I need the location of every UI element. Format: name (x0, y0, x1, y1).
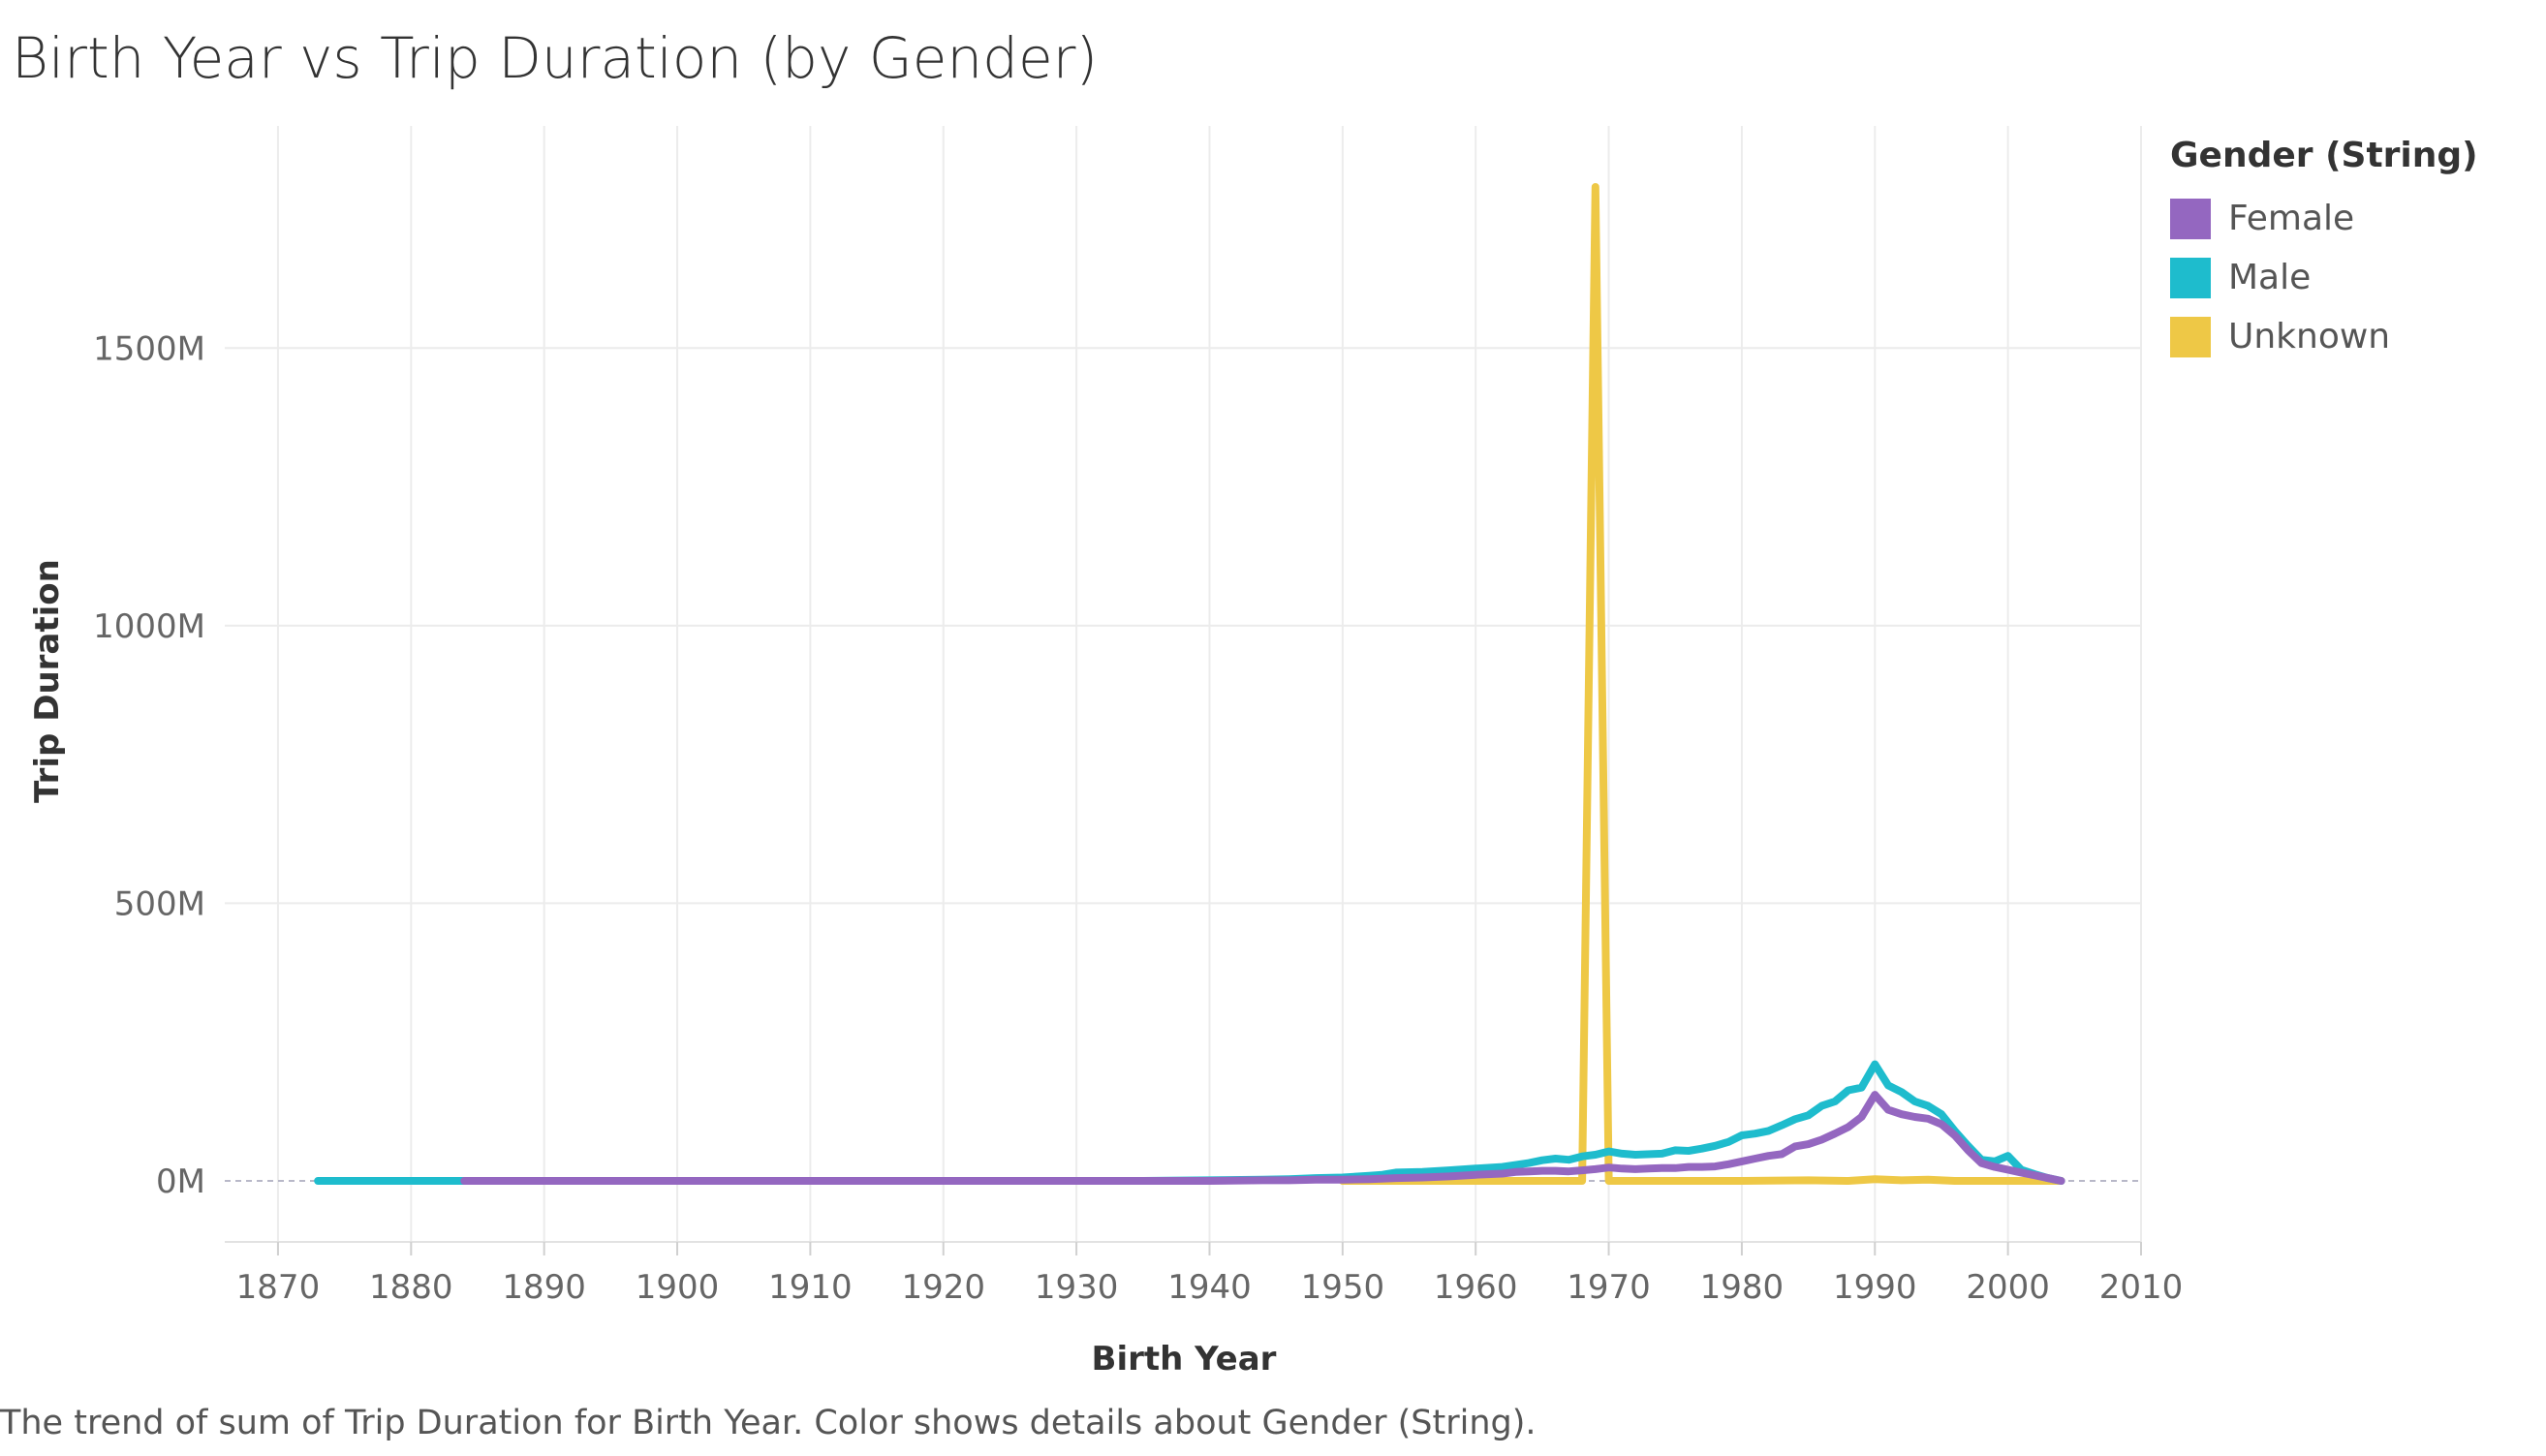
x-tick-label: 1940 (1167, 1268, 1252, 1307)
y-axis-title: Trip Duration (28, 559, 67, 803)
y-axis-ticks: 0M 500M 1000M 1500M (93, 329, 205, 1201)
x-tick-label: 1970 (1567, 1268, 1651, 1307)
legend-item-male[interactable]: Male (2170, 248, 2478, 307)
x-tick-label: 1880 (369, 1268, 453, 1307)
legend-label-male: Male (2228, 258, 2312, 297)
series-line-male[interactable] (314, 1060, 2065, 1185)
legend-item-female[interactable]: Female (2170, 189, 2478, 248)
x-tick-label: 2010 (2099, 1268, 2184, 1307)
series-lines (314, 183, 2065, 1185)
x-tick-label: 1900 (636, 1268, 720, 1307)
series-line-female[interactable] (460, 1091, 2065, 1185)
legend-swatch-unknown (2170, 316, 2211, 357)
y-tick-label: 500M (114, 884, 205, 923)
x-tick-label: 1930 (1035, 1268, 1119, 1307)
chart-caption: The trend of sum of Trip Duration for Bi… (0, 1404, 1537, 1442)
x-tick-label: 2000 (1966, 1268, 2050, 1307)
legend: Gender (String) Female Male Unknown (2170, 136, 2478, 366)
x-tick-label: 1870 (236, 1268, 321, 1307)
x-tick-label: 1980 (1700, 1268, 1785, 1307)
y-tick-label: 1500M (93, 329, 205, 368)
x-tick-label: 1960 (1434, 1268, 1518, 1307)
chart-title: Birth Year vs Trip Duration (by Gender) (12, 25, 1099, 91)
gridlines (225, 126, 2142, 1243)
legend-swatch-male (2170, 257, 2211, 298)
x-axis-title: Birth Year (1092, 1340, 1277, 1379)
x-axis-ticks: 1870 1880 1890 1900 1910 1920 1930 1940 1950 1960… (236, 1242, 2184, 1307)
y-tick-label: 0M (156, 1162, 205, 1201)
legend-label-female: Female (2228, 199, 2355, 238)
x-tick-label: 1990 (1833, 1268, 1917, 1307)
y-tick-label: 1000M (93, 607, 205, 646)
x-tick-label: 1950 (1301, 1268, 1385, 1307)
legend-item-unknown[interactable]: Unknown (2170, 307, 2478, 366)
legend-label-unknown: Unknown (2228, 317, 2391, 356)
legend-swatch-female (2170, 198, 2211, 239)
legend-title: Gender (String) (2170, 136, 2478, 175)
x-tick-label: 1910 (768, 1268, 853, 1307)
x-tick-label: 1920 (901, 1268, 985, 1307)
x-tick-label: 1890 (502, 1268, 586, 1307)
series-line-unknown[interactable] (1338, 183, 2065, 1185)
